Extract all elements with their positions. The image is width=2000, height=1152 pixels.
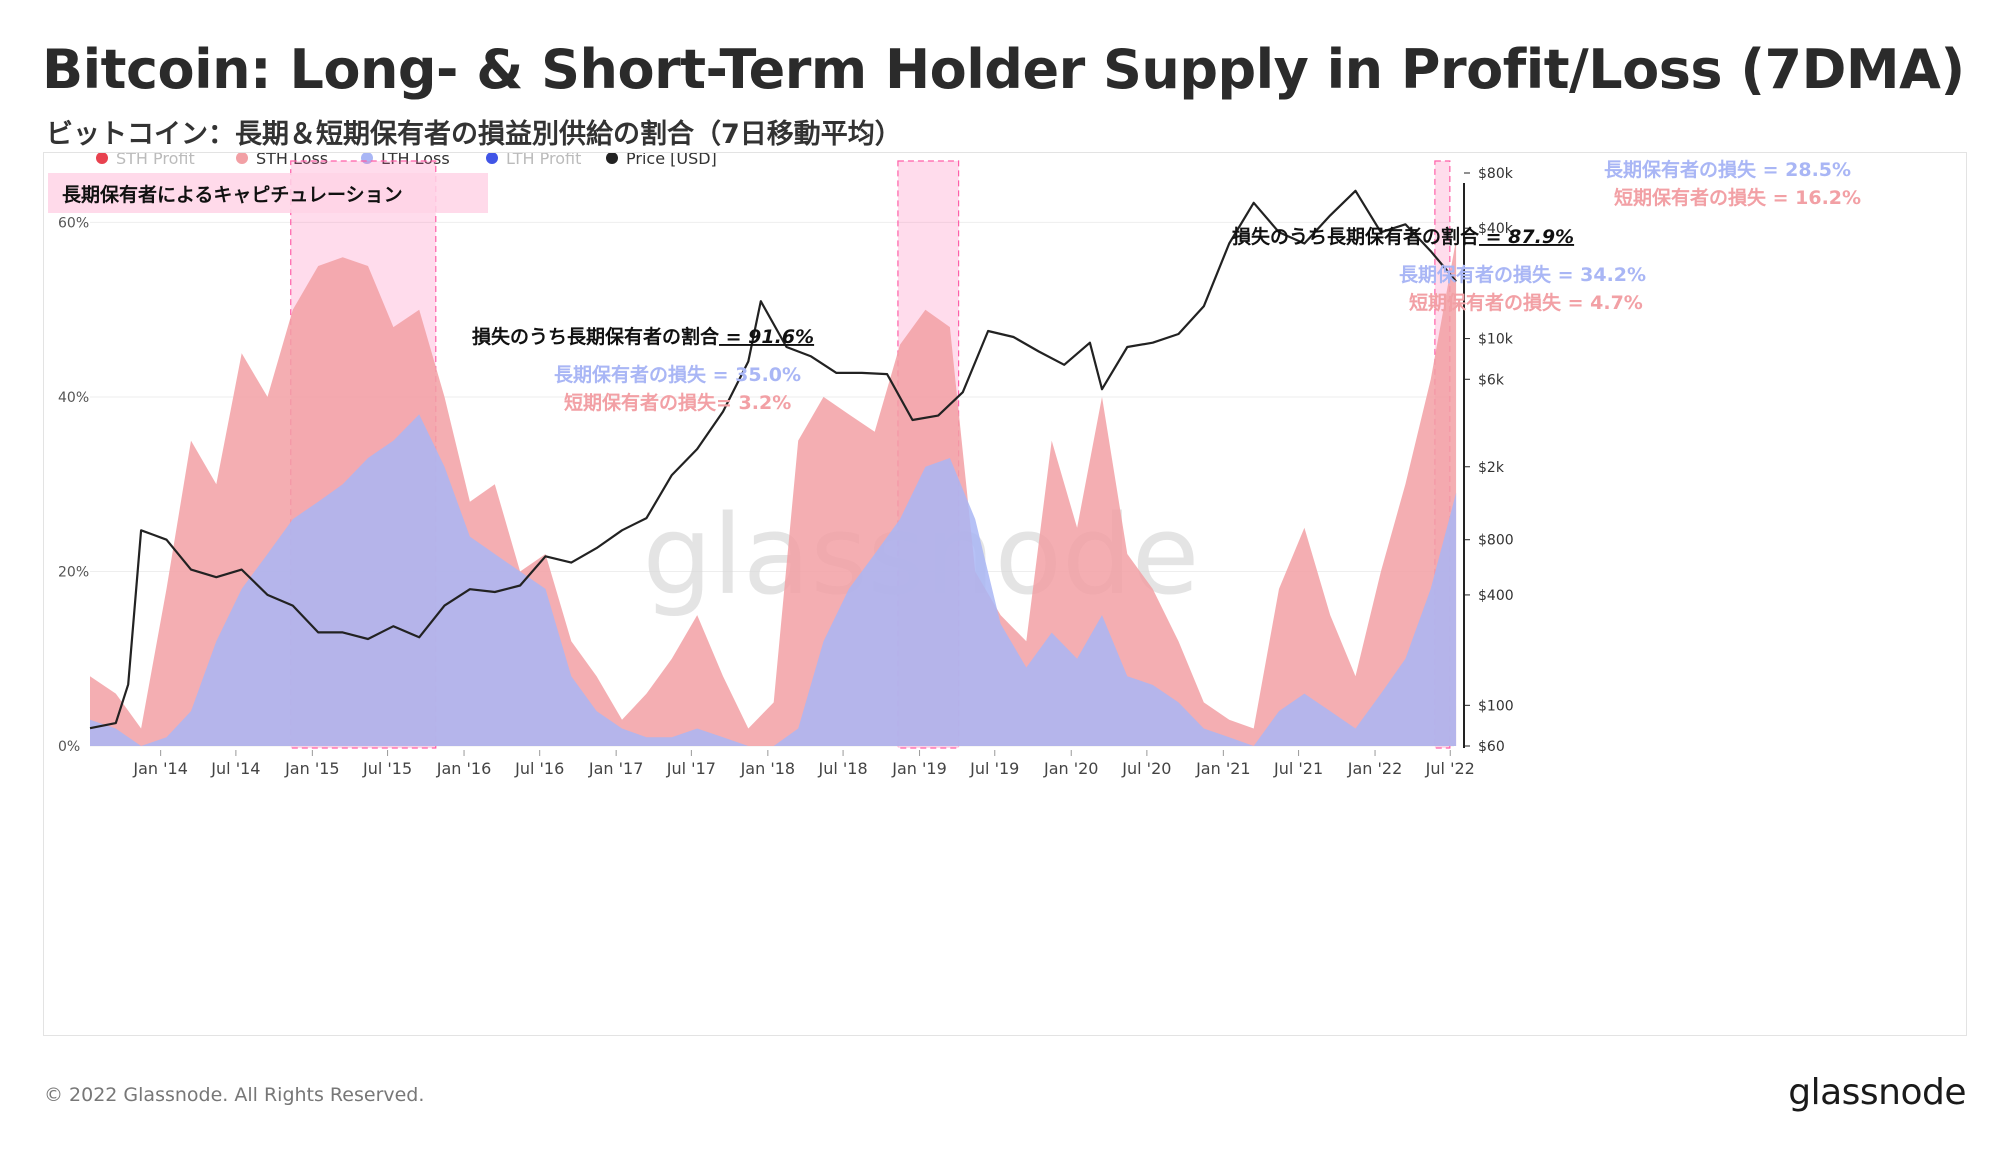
y-right-tick-label: $800 bbox=[1478, 533, 1514, 549]
copyright-text: © 2022 Glassnode. All Rights Reserved. bbox=[44, 1084, 425, 1106]
legend-label: LTH Loss bbox=[381, 153, 450, 168]
x-tick-label: Jan '14 bbox=[132, 759, 188, 778]
legend-dot bbox=[96, 152, 108, 164]
x-tick-label: Jan '20 bbox=[1043, 759, 1099, 778]
axes: 0% 20% 40% 60% Jan '14 Jul '14 Jan '15 Jul '15 J… bbox=[58, 166, 1514, 778]
capitulation-label-group: 長期保有者によるキャピチュレーション bbox=[48, 173, 488, 213]
y-right-tick-label: $10k bbox=[1478, 332, 1514, 348]
lth-loss-area bbox=[90, 414, 1457, 746]
legend-label: Price [USD] bbox=[626, 153, 717, 168]
legend-dot bbox=[236, 152, 248, 164]
y-left-tick-label: 20% bbox=[58, 564, 89, 580]
annotation-sth-loss: 短期保有者の損失= 3.2% bbox=[564, 391, 791, 414]
x-tick-label: Jul '17 bbox=[666, 759, 716, 778]
legend: STH Profit STH Loss LTH Loss LTH Profit Pric… bbox=[96, 149, 717, 168]
x-tick-label: Jan '15 bbox=[284, 759, 340, 778]
x-tick-label: Jul '19 bbox=[969, 759, 1019, 778]
y-right-tick-label: $40k bbox=[1478, 221, 1514, 237]
x-tick-label: Jan '17 bbox=[588, 759, 644, 778]
legend-dot bbox=[606, 152, 618, 164]
x-tick-label: Jul '15 bbox=[362, 759, 412, 778]
x-tick-label: Jul '21 bbox=[1273, 759, 1323, 778]
x-tick-label: Jan '19 bbox=[891, 759, 947, 778]
chart-svg: STH Profit STH Loss LTH Loss LTH Profit Pric… bbox=[48, 120, 1861, 778]
area-series bbox=[90, 239, 1457, 746]
chart-panel: STH Profit STH Loss LTH Loss LTH Profit Pric… bbox=[43, 120, 1967, 1036]
annotation-title: 損失のうち長期保有者の割合 = 87.9% bbox=[1232, 225, 1574, 248]
annotation-ratio-value: = 91.6% bbox=[719, 326, 814, 348]
annotation-title: 損失のうち長期保有者の割合 = 91.6% bbox=[472, 325, 814, 348]
capitulation-label-bg bbox=[48, 173, 488, 213]
annotation-sth-loss: 短期保有者の損失 = 16.2% bbox=[1614, 186, 1861, 209]
annotation-lth-loss: 長期保有者の損失 = 35.0% bbox=[554, 363, 801, 386]
y-left-tick-label: 60% bbox=[58, 215, 89, 231]
y-right-tick-label: $100 bbox=[1478, 698, 1514, 714]
annotation: 損失のうち長期保有者の割合 = 91.6% 長期保有者の損失 = 35.0% 短期保… bbox=[472, 325, 814, 414]
glassnode-logo: glassnode bbox=[1788, 1072, 1966, 1113]
annotation-ratio-value: = 87.9% bbox=[1479, 226, 1574, 248]
annotation: 損失のうち長期保有者の割合 = 87.9% 長期保有者の損失 = 34.2% 短期保… bbox=[1232, 225, 1646, 314]
x-tick-label: Jan '16 bbox=[436, 759, 492, 778]
y-right-tick-label: $6k bbox=[1478, 372, 1505, 388]
x-tick-label: Jan '21 bbox=[1195, 759, 1251, 778]
annotation-lth-loss: 長期保有者の損失 = 28.5% bbox=[1604, 158, 1851, 181]
annotation-sth-loss: 短期保有者の損失 = 4.7% bbox=[1409, 291, 1643, 314]
price-line bbox=[89, 189, 1457, 730]
x-tick-label: Jan '22 bbox=[1347, 759, 1403, 778]
annotation-title-text: 損失のうち長期保有者の割合 bbox=[472, 325, 720, 348]
annotation-title-text: 損失のうち長期保有者の割合 bbox=[1232, 225, 1480, 248]
annotations: 損失のうち長期保有者の割合 = 91.6% 長期保有者の損失 = 35.0% 短期保… bbox=[472, 120, 1861, 414]
x-tick-label: Jul '14 bbox=[210, 759, 260, 778]
x-tick-label: Jul '22 bbox=[1425, 759, 1475, 778]
legend-label: STH Profit bbox=[116, 153, 195, 168]
page-title: Bitcoin: Long- & Short-Term Holder Suppl… bbox=[42, 38, 1965, 101]
capitulation-label: 長期保有者によるキャピチュレーション bbox=[62, 183, 403, 206]
legend-label: STH Loss bbox=[256, 153, 328, 168]
legend-dot bbox=[486, 152, 498, 164]
y-right-tick-label: $60 bbox=[1478, 739, 1505, 755]
x-tick-label: Jul '16 bbox=[514, 759, 564, 778]
x-tick-label: Jul '18 bbox=[817, 759, 867, 778]
annotation: 損失のうち長期保有者の割合 = 63.7%長期保有者の損失 = 28.5%短期保… bbox=[1484, 120, 1861, 209]
y-left-tick-label: 0% bbox=[58, 739, 80, 755]
y-right-tick-label: $400 bbox=[1478, 588, 1514, 604]
annotation-lth-loss: 長期保有者の損失 = 34.2% bbox=[1399, 263, 1646, 286]
y-right-tick-label: $2k bbox=[1478, 460, 1505, 476]
price-series bbox=[89, 189, 1457, 730]
x-tick-label: Jan '18 bbox=[740, 759, 796, 778]
y-right-tick-label: $80k bbox=[1478, 166, 1514, 182]
legend-label: LTH Profit bbox=[506, 153, 581, 168]
page-subtitle: ビットコイン：長期＆短期保有者の損益別供給の割合（7日移動平均） bbox=[46, 119, 902, 150]
y-left-tick-label: 40% bbox=[58, 390, 89, 406]
x-tick-label: Jul '20 bbox=[1121, 759, 1171, 778]
